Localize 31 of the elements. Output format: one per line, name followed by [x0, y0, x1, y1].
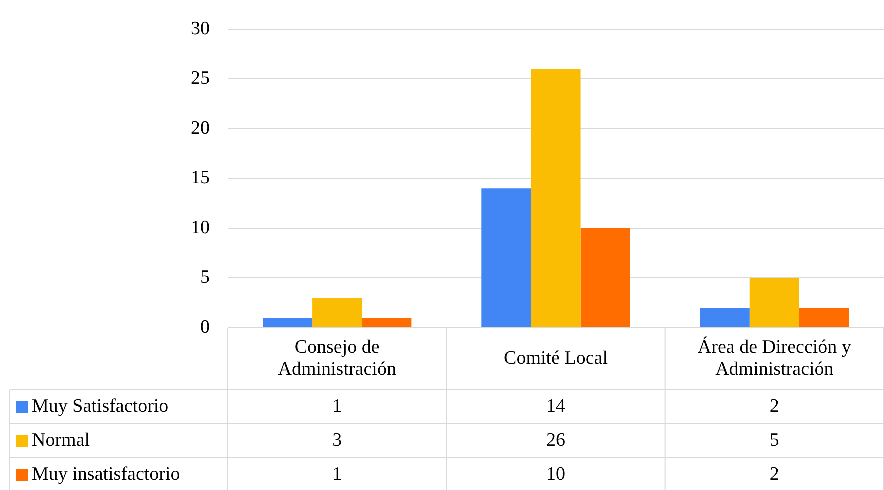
y-tick-label: 30: [191, 18, 210, 40]
data-label: 5: [770, 430, 780, 451]
bar: [262, 318, 313, 328]
bar: [312, 298, 362, 328]
data-label: 14: [546, 396, 566, 417]
bar: [700, 308, 750, 328]
y-tick-label: 20: [191, 118, 210, 139]
bar: [750, 278, 800, 328]
bar: [799, 308, 850, 328]
y-tick-label: 0: [200, 316, 210, 338]
x-tick-label: Consejo de Administración: [278, 336, 397, 380]
legend-label: Muy Satisfactorio: [32, 396, 169, 417]
bar: [531, 69, 581, 328]
legend-label: Muy insatisfactorio: [32, 464, 180, 485]
y-tick-label: 25: [191, 68, 210, 90]
y-tick-label: 5: [200, 267, 210, 288]
x-tick-label: Área de Dirección y Administración: [698, 336, 852, 380]
legend-label: Normal: [32, 430, 90, 451]
y-tick-label: 10: [191, 217, 210, 238]
bar: [580, 228, 630, 328]
x-tick-label: Comité Local: [504, 348, 608, 369]
data-label: 1: [332, 396, 342, 417]
data-label: 2: [770, 396, 780, 417]
data-label: 26: [546, 430, 566, 451]
y-tick-label: 15: [191, 168, 210, 189]
data-label: 10: [546, 464, 566, 485]
data-label: 1: [332, 464, 342, 485]
bar: [362, 318, 412, 328]
bar: [482, 188, 532, 328]
data-label: 2: [770, 464, 780, 485]
data-label: 3: [332, 430, 342, 451]
